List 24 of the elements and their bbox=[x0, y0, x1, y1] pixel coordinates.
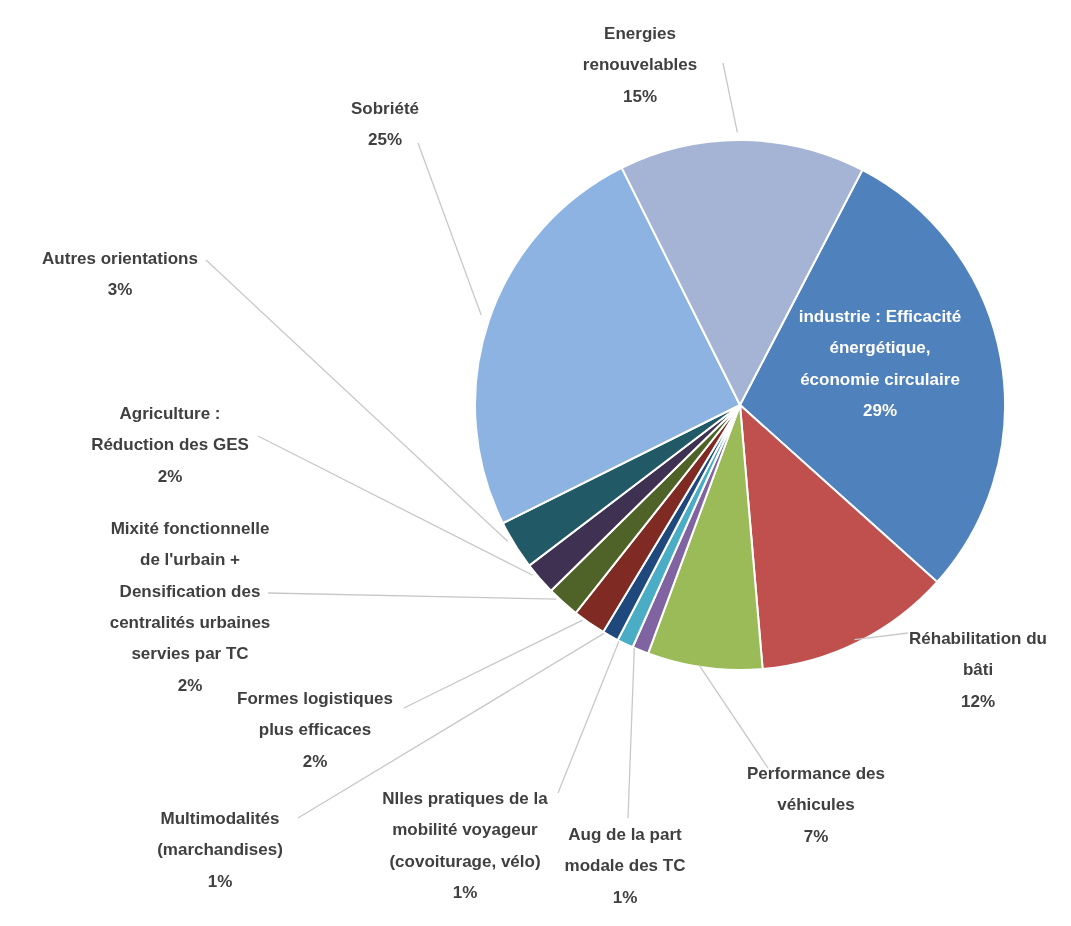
data-label: 7% bbox=[803, 826, 829, 846]
data-label: 25% bbox=[367, 130, 403, 150]
slice-label: Sobriété bbox=[350, 98, 420, 118]
slice-label: Aug de la part modale des TC bbox=[564, 824, 686, 876]
slice-label: Mixité fonctionnelle de l'urbain + Densification des centralités urbaines servies par TC bbox=[109, 518, 271, 664]
data-label: 1% bbox=[612, 887, 638, 907]
slice-label: Energies renouvelables bbox=[582, 23, 698, 75]
slice-label: Multimodalités (marchandises) bbox=[157, 808, 283, 860]
data-label: 1% bbox=[207, 871, 233, 891]
data-label: 2% bbox=[177, 675, 203, 695]
slice-label: Autres orientations bbox=[42, 248, 198, 268]
data-label: 2% bbox=[302, 751, 328, 771]
data-label: 15% bbox=[622, 86, 658, 106]
slice-label: Formes logistiques plus efficaces bbox=[237, 688, 393, 740]
data-label: 1% bbox=[452, 882, 478, 902]
slice-label: Performance des véhicules bbox=[747, 763, 885, 815]
data-label: 2% bbox=[157, 466, 183, 486]
slice-label: Nlles pratiques de la mobilité voyageur (covoiturage, vélo) bbox=[382, 788, 549, 871]
slice-label: Réhabilitation du bâti bbox=[909, 628, 1047, 680]
data-label: 29% bbox=[862, 400, 898, 420]
slice-label: Agriculture : Réduction des GES bbox=[91, 403, 249, 455]
data-label: 12% bbox=[960, 691, 996, 711]
slice-label: industrie : Efficacité énergétique, économie circulaire bbox=[798, 306, 962, 389]
data-label: 3% bbox=[107, 280, 133, 300]
